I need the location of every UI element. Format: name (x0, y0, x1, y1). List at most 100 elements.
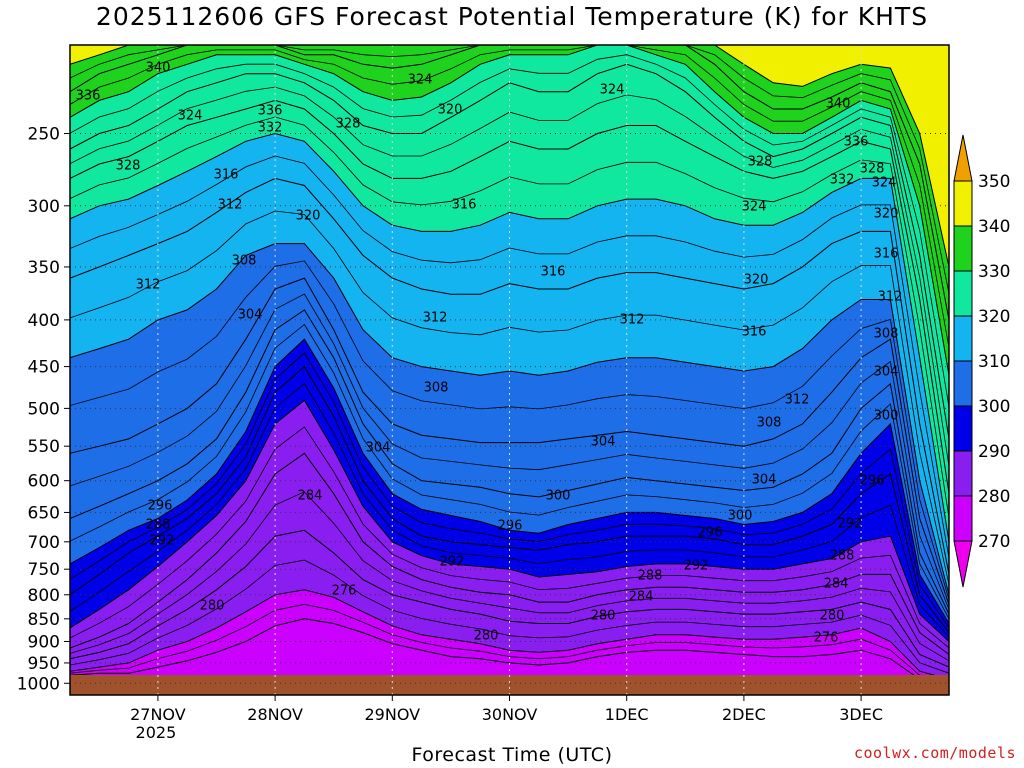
isentrope-286 (70, 491, 949, 662)
y-tick-label: 1000 (17, 674, 60, 694)
contour-label: 304 (752, 473, 777, 488)
contour-label: 288 (638, 569, 663, 584)
y-tick-label: 750 (28, 560, 60, 580)
y-tick-label: 650 (28, 503, 60, 523)
contour-label: 292 (440, 555, 465, 570)
contour-label: 284 (824, 577, 849, 592)
y-tick-label: 800 (28, 586, 60, 606)
contour-label: 304 (874, 365, 899, 380)
colorbar-label: 340 (978, 217, 1010, 237)
colorbar: 270 280 290 300 310 320 330 340 350 (953, 134, 1010, 588)
contour-label: 276 (332, 584, 357, 599)
y-tick-label: 550 (28, 437, 60, 457)
x-tick-label: 27NOV (130, 705, 186, 724)
isentrope-294 (70, 382, 949, 638)
chart-title: 2025112606 GFS Forecast Potential Temper… (95, 2, 929, 31)
contour-label: 292 (838, 517, 863, 532)
contour-label: 336 (258, 104, 283, 119)
y-tick-label: 500 (28, 399, 60, 419)
contour-label: 276 (814, 631, 839, 646)
y-tick-label: 850 (28, 610, 60, 630)
contour-label: 312 (136, 278, 161, 293)
contour-label: 316 (874, 247, 899, 262)
y-tick-label: 250 (28, 124, 60, 144)
contour-label: 316 (452, 198, 477, 213)
colorbar-label: 280 (978, 487, 1010, 507)
colorbar-swatch (953, 450, 973, 497)
contour-label: 332 (830, 173, 855, 188)
x-tick-label: 2DEC (722, 705, 766, 724)
contour-label: 308 (757, 416, 782, 431)
contour-label: 280 (820, 609, 845, 624)
contour-label: 304 (238, 308, 263, 323)
isentrope-322 (70, 116, 949, 518)
isentrope-338 (70, 45, 949, 294)
band-fill-320 (70, 45, 949, 542)
isentrope-296 (70, 365, 949, 633)
contour-label: 320 (438, 103, 463, 118)
x-tick-label: 3DEC (839, 705, 883, 724)
contour-label: 328 (116, 159, 141, 174)
isentrope-280 (70, 589, 949, 680)
isentrope-288 (70, 452, 949, 655)
contour-label: 308 (232, 254, 257, 269)
isentrope-332 (70, 45, 949, 376)
contour-label: 312 (620, 313, 645, 328)
x-tick-label: 1DEC (605, 705, 649, 724)
contour-label: 308 (874, 327, 899, 342)
contour-label: 304 (366, 441, 391, 456)
contour-label: 316 (214, 168, 239, 183)
filled-contours (70, 45, 949, 695)
contour-label: 328 (336, 117, 361, 132)
contour-label: 336 (844, 135, 869, 150)
contour-label: 324 (600, 83, 625, 98)
contour-label: 312 (423, 311, 448, 326)
isentrope-302 (70, 323, 949, 619)
contour-label: 340 (146, 61, 171, 76)
colorbar-swatch (953, 270, 973, 317)
contour-label: 284 (298, 489, 323, 504)
isentrope-282 (70, 559, 949, 674)
isentrope-290 (70, 426, 949, 649)
contour-label: 324 (742, 200, 767, 215)
contour-label: 308 (424, 381, 449, 396)
contour-label: 324 (408, 73, 433, 88)
y-tick-label: 350 (28, 258, 60, 278)
contour-label: 296 (860, 474, 885, 489)
contour-label: 320 (296, 209, 321, 224)
colorbar-swatch (953, 405, 973, 452)
isentrope-276 (70, 618, 949, 684)
contour-label: 288 (146, 518, 171, 533)
contour-label: 340 (826, 97, 851, 112)
colorbar-label: 320 (978, 307, 1010, 327)
contour-label: 324 (872, 176, 897, 191)
colorbar-top-arrow (953, 134, 973, 182)
terrain-ground (70, 675, 949, 695)
band-fill-336 (70, 45, 949, 320)
isentrope-318 (70, 155, 949, 559)
contour-label: 312 (218, 198, 243, 213)
y-tick-label: 600 (28, 472, 60, 492)
contour-label: 328 (860, 162, 885, 177)
isentrope-336 (70, 45, 949, 320)
contour-label: 280 (591, 609, 616, 624)
isentrope-320 (70, 132, 949, 542)
contour-label: 292 (684, 559, 709, 574)
y-tick-label: 400 (28, 311, 60, 331)
contour-label: 332 (258, 121, 283, 136)
x-axis-label: Forecast Time (UTC) (411, 744, 613, 766)
x-tick-label: 29NOV (365, 705, 421, 724)
colorbar-swatch (953, 180, 973, 227)
y-tick-label: 450 (28, 358, 60, 378)
isentrope-316 (70, 177, 949, 575)
contour-label: 316 (742, 325, 767, 340)
credit-text[interactable]: coolwx.com/models (853, 744, 1016, 762)
contour-label: 296 (698, 526, 723, 541)
isentrope-278 (70, 603, 949, 682)
y-tick-label: 700 (28, 533, 60, 553)
x-tick-label: 30NOV (482, 705, 538, 724)
contour-label: 328 (748, 155, 773, 170)
contour-label: 284 (629, 590, 654, 605)
isentrope-340 (70, 45, 949, 268)
